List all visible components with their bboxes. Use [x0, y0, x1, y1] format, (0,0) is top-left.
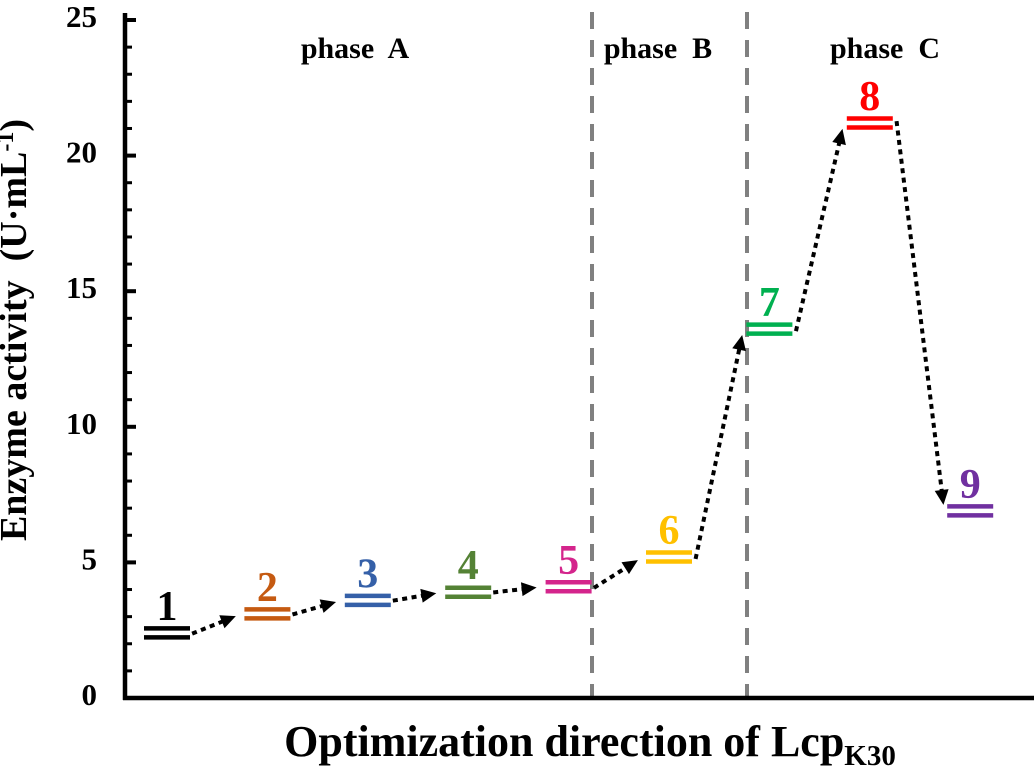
connector-dotted-line: [492, 586, 526, 595]
arrowhead: [621, 560, 638, 575]
connector-dotted-line: [392, 593, 426, 603]
y-tick-label: 10: [66, 406, 97, 441]
x-axis-title: Optimization direction of LcpK30: [284, 717, 896, 770]
y-tick-label: 0: [82, 677, 98, 712]
step-number-label: 6: [659, 508, 680, 554]
arrowhead: [319, 599, 337, 613]
arrowhead: [732, 335, 746, 352]
arrowhead: [420, 588, 437, 603]
phase-label: phase A: [301, 32, 410, 65]
connector-dotted-line: [592, 564, 630, 590]
step-marker: [545, 580, 592, 594]
step-number-label: 5: [558, 538, 579, 584]
y-tick-label: 20: [66, 135, 97, 170]
step-number-label: 8: [859, 74, 880, 120]
y-tick-label: 15: [66, 270, 97, 305]
step-marker: [445, 585, 492, 599]
connector-dotted-line: [291, 603, 327, 617]
y-tick-label: 25: [66, 0, 97, 34]
y-axis-title: Enzyme activity (U·mL-1): [0, 119, 35, 541]
arrowhead: [832, 128, 846, 146]
connector-dotted-line: [693, 345, 742, 560]
step-marker: [144, 626, 190, 640]
connector-dotted-line: [191, 618, 227, 636]
arrowhead: [934, 489, 949, 505]
phase-label: phase C: [830, 32, 940, 65]
step-number-label: 9: [960, 462, 981, 508]
y-tick-label: 5: [82, 541, 98, 576]
step-number-label: 1: [157, 584, 178, 630]
step-marker: [846, 116, 893, 130]
connector-dotted-line: [894, 120, 945, 495]
step-marker: [746, 322, 793, 336]
step-marker: [646, 550, 692, 564]
step-marker: [947, 504, 994, 518]
step-number-label: 4: [458, 543, 479, 589]
step-marker: [344, 593, 391, 608]
step-number-label: 3: [357, 551, 378, 597]
step-number-label: 7: [759, 280, 780, 326]
step-number-label: 2: [257, 565, 278, 611]
connector-dotted-line: [794, 139, 842, 332]
arrowhead: [219, 615, 236, 629]
step-marker: [244, 607, 291, 621]
phase-label: phase B: [604, 32, 712, 65]
arrowhead: [520, 582, 537, 597]
